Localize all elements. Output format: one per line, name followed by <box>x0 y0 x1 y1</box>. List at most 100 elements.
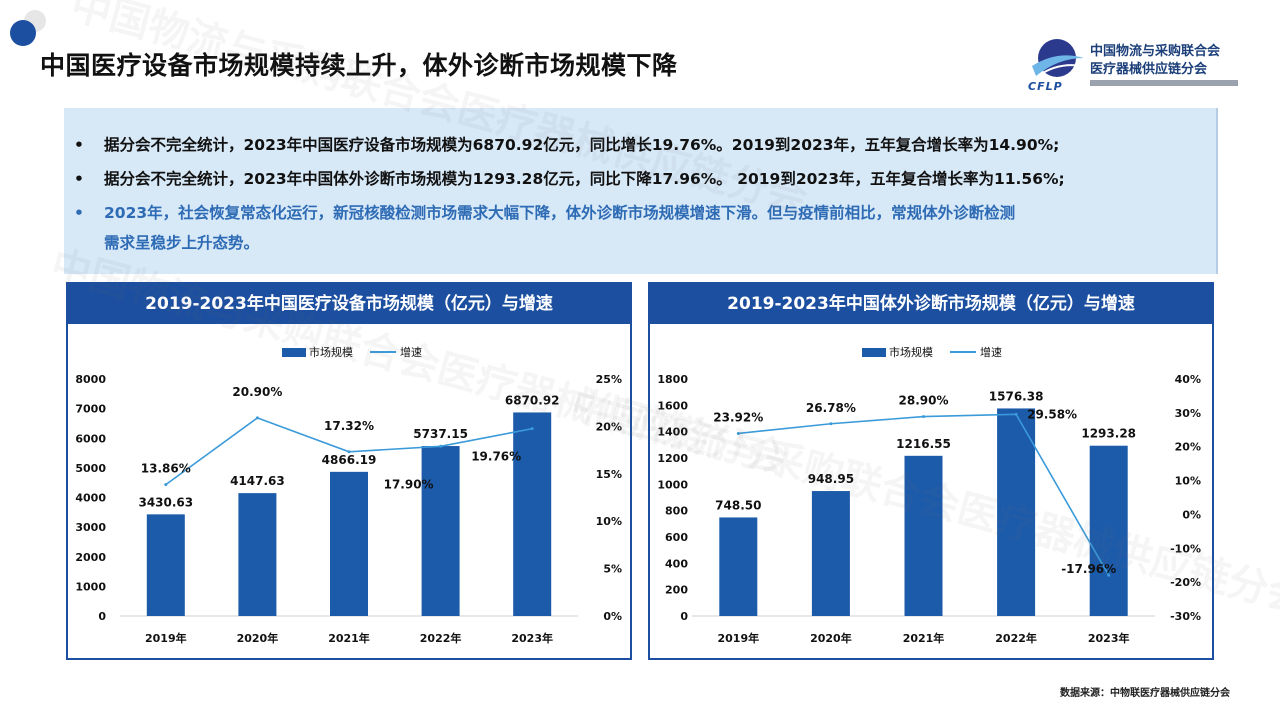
y-right-tick-label: 30% <box>1175 407 1201 420</box>
y-left-tick-label: 1800 <box>657 373 688 386</box>
summary-bullet-2: • 据分会不完全统计，2023年中国体外诊断市场规模为1293.28亿元，同比下降… <box>74 164 1065 194</box>
bullet-text: 据分会不完全统计，2023年中国体外诊断市场规模为1293.28亿元，同比下降1… <box>104 170 1065 188</box>
growth-point <box>1014 412 1018 416</box>
organization-logo: CFLP 中国物流与采购联合会 医疗器械供应链分会 <box>1022 36 1242 98</box>
y-left-tick-label: 3000 <box>75 521 106 534</box>
y-left-tick-label: 5000 <box>75 462 106 475</box>
medical-equipment-chart-panel: 2019-2023年中国医疗设备市场规模（亿元）与增速 市场规模 增速 0 1000 2… <box>66 282 632 660</box>
summary-bullet-3: • 2023年，社会恢复常态化运行，新冠核酸检测市场需求大幅下降，体外诊断市场规模… <box>74 198 1194 258</box>
summary-bullet-1: • 据分会不完全统计，2023年中国医疗设备市场规模为6870.92亿元，同比增长… <box>74 130 1059 160</box>
y-left-tick-label: 8000 <box>75 373 106 386</box>
growth-value-label: 19.76% <box>471 450 521 464</box>
bar <box>146 514 185 616</box>
y-left-tick-label: 0 <box>98 610 106 623</box>
y-left-tick-label: 4000 <box>75 492 106 505</box>
bar-value-label: 948.95 <box>808 472 854 486</box>
ivd-chart-panel: 2019-2023年中国体外诊断市场规模（亿元）与增速 市场规模 增速 0 200 40… <box>648 282 1214 660</box>
y-right-tick-label: 10% <box>596 515 622 528</box>
y-left-tick-label: 0 <box>680 610 688 623</box>
growth-value-label: 26.78% <box>806 401 856 415</box>
x-tick-label: 2022年 <box>995 631 1037 645</box>
bar <box>238 493 277 616</box>
bar <box>330 471 368 616</box>
bar <box>904 455 943 616</box>
y-left-tick-label: 400 <box>665 557 688 570</box>
growth-point <box>1107 573 1111 577</box>
growth-value-label: 23.92% <box>713 410 763 424</box>
x-tick-label: 2019年 <box>145 631 187 645</box>
bar-value-label: 1576.38 <box>989 389 1044 403</box>
logo-band <box>1090 80 1238 86</box>
y-left-tick-label: 1000 <box>657 478 688 491</box>
x-tick-label: 2022年 <box>420 631 462 645</box>
growth-point <box>829 422 833 426</box>
x-tick-label: 2021年 <box>328 631 370 645</box>
logo-line-1: 中国物流与采购联合会 <box>1090 44 1221 59</box>
y-left-tick-label: 200 <box>665 584 688 597</box>
growth-value-label: -17.96% <box>1061 562 1116 576</box>
y-left-tick-label: 2000 <box>75 551 106 564</box>
corner-decoration-dark <box>10 20 36 46</box>
chart-title: 2019-2023年中国医疗设备市场规模（亿元）与增速 <box>68 284 630 324</box>
y-left-tick-label: 7000 <box>75 403 106 416</box>
bullet-marker: • <box>74 136 84 154</box>
growth-point <box>255 416 259 420</box>
y-right-tick-label: -30% <box>1170 610 1201 623</box>
y-right-tick-label: -20% <box>1170 576 1201 589</box>
page-title: 中国医疗设备市场规模持续上升，体外诊断市场规模下降 <box>40 51 678 80</box>
ivd-chart: 市场规模 增速 0 200 400 600 800 1000 1200 1400 1600 1800 -… <box>657 345 1201 645</box>
x-tick-label: 2020年 <box>237 631 279 645</box>
legend-bar-swatch <box>862 348 886 357</box>
growth-value-label: 13.86% <box>141 462 191 476</box>
y-left-tick-label: 1200 <box>657 452 688 465</box>
y-right-tick-label: 0% <box>603 610 622 623</box>
logo-line-2: 医疗器械供应链分会 <box>1090 62 1208 77</box>
y-left-tick-label: 6000 <box>75 432 106 445</box>
bar-value-label: 1216.55 <box>896 437 951 451</box>
x-tick-label: 2019年 <box>717 631 759 645</box>
legend-bar-swatch <box>282 348 306 357</box>
bar-value-label: 6870.92 <box>505 393 560 407</box>
legend-line-label: 增速 <box>980 345 1002 359</box>
bar <box>719 517 758 616</box>
growth-point <box>439 444 443 448</box>
bar-value-label: 3430.63 <box>138 495 193 509</box>
bullet-text-continued: 需求呈稳步上升态势。 <box>104 234 260 252</box>
y-left-tick-label: 800 <box>665 505 688 518</box>
medical-equipment-chart: 市场规模 增速 0 1000 2000 3000 4000 5000 6000 7000 8000 0… <box>75 345 622 645</box>
growth-point <box>164 483 168 487</box>
y-left-tick-label: 1000 <box>75 580 106 593</box>
growth-value-label: 20.90% <box>232 385 282 399</box>
bar-value-label: 4147.63 <box>230 474 285 488</box>
bullet-marker: • <box>74 204 84 222</box>
bar <box>1089 445 1128 616</box>
y-left-tick-label: 1400 <box>657 426 688 439</box>
legend-line-label: 增速 <box>400 345 422 359</box>
bar <box>811 491 850 616</box>
legend-bar-label: 市场规模 <box>889 345 933 359</box>
bar-value-label: 4866.19 <box>322 453 377 467</box>
x-tick-label: 2023年 <box>511 631 553 645</box>
data-source-note: 数据来源：中物联医疗器械供应链分会 <box>1060 688 1230 699</box>
bar-value-label: 5737.15 <box>413 427 468 441</box>
y-right-tick-label: -10% <box>1170 542 1201 555</box>
growth-point <box>530 427 534 431</box>
globe-logo-icon <box>1032 39 1084 77</box>
y-left-tick-label: 600 <box>665 531 688 544</box>
bullet-marker: • <box>74 170 84 188</box>
growth-value-label: 17.32% <box>324 419 374 433</box>
y-right-tick-label: 40% <box>1175 373 1201 386</box>
bar <box>513 412 552 616</box>
x-tick-label: 2023年 <box>1088 631 1130 645</box>
chart-title: 2019-2023年中国体外诊断市场规模（亿元）与增速 <box>650 284 1212 324</box>
bullet-text: 2023年，社会恢复常态化运行，新冠核酸检测市场需求大幅下降，体外诊断市场规模增… <box>104 204 1016 222</box>
x-tick-label: 2021年 <box>903 631 945 645</box>
bullet-text: 据分会不完全统计，2023年中国医疗设备市场规模为6870.92亿元，同比增长1… <box>104 136 1060 154</box>
bar-value-label: 1293.28 <box>1081 427 1136 441</box>
y-right-tick-label: 20% <box>1175 441 1201 454</box>
y-right-tick-label: 5% <box>603 563 622 576</box>
growth-point <box>347 450 351 454</box>
growth-value-label: 17.90% <box>384 477 434 491</box>
y-right-tick-label: 25% <box>596 373 622 386</box>
y-right-tick-label: 20% <box>596 420 622 433</box>
